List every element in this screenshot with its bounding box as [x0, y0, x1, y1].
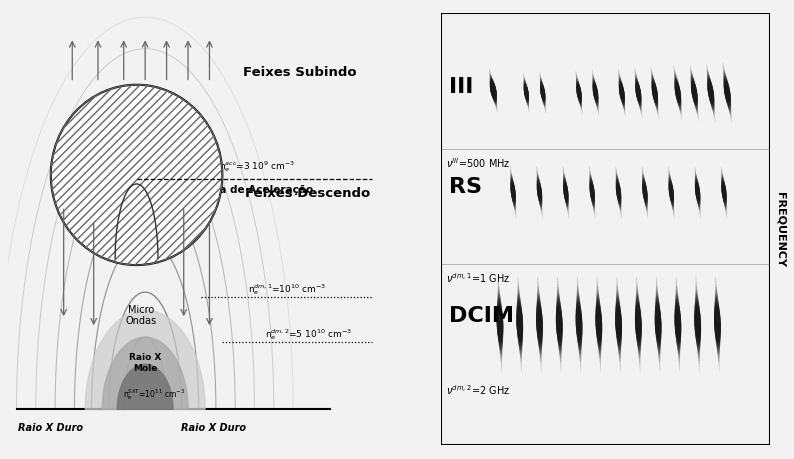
Text: DCIM: DCIM	[449, 306, 514, 326]
Circle shape	[51, 85, 222, 265]
Text: FREQUENCY: FREQUENCY	[775, 192, 785, 267]
Text: Área de Aceleração: Área de Aceleração	[199, 182, 314, 194]
Text: $\nu^{dm,1}$=1 GHz: $\nu^{dm,1}$=1 GHz	[445, 270, 510, 284]
Text: n$_e^{dm,2}$=5 10$^{10}$ cm$^{-3}$: n$_e^{dm,2}$=5 10$^{10}$ cm$^{-3}$	[264, 326, 352, 341]
Text: n$_e^{dm,1}$=10$^{10}$ cm$^{-3}$: n$_e^{dm,1}$=10$^{10}$ cm$^{-3}$	[248, 281, 326, 296]
Text: n$_e^{SXT}$=10$^{11}$ cm$^{-3}$: n$_e^{SXT}$=10$^{11}$ cm$^{-3}$	[122, 386, 185, 401]
Text: $\nu^{III}$=500 MHz: $\nu^{III}$=500 MHz	[445, 156, 510, 170]
Text: Raio X Duro: Raio X Duro	[18, 422, 83, 431]
Polygon shape	[85, 310, 205, 409]
Text: RS: RS	[449, 176, 482, 196]
Polygon shape	[102, 337, 188, 409]
Text: $\nu^{dm,2}$=2 GHz: $\nu^{dm,2}$=2 GHz	[445, 383, 510, 397]
Text: III: III	[449, 77, 473, 97]
Polygon shape	[118, 364, 173, 409]
Text: Raio X Duro: Raio X Duro	[181, 422, 246, 431]
Text: Feixes Descendo: Feixes Descendo	[245, 187, 371, 200]
Text: n$_e^{acc}$=3 10$^9$ cm$^{-3}$: n$_e^{acc}$=3 10$^9$ cm$^{-3}$	[218, 158, 295, 173]
Text: Raio X
Mole: Raio X Mole	[129, 353, 161, 372]
Text: Feixes Subindo: Feixes Subindo	[243, 66, 357, 78]
Text: Micro
Ondas: Micro Ondas	[125, 304, 156, 326]
